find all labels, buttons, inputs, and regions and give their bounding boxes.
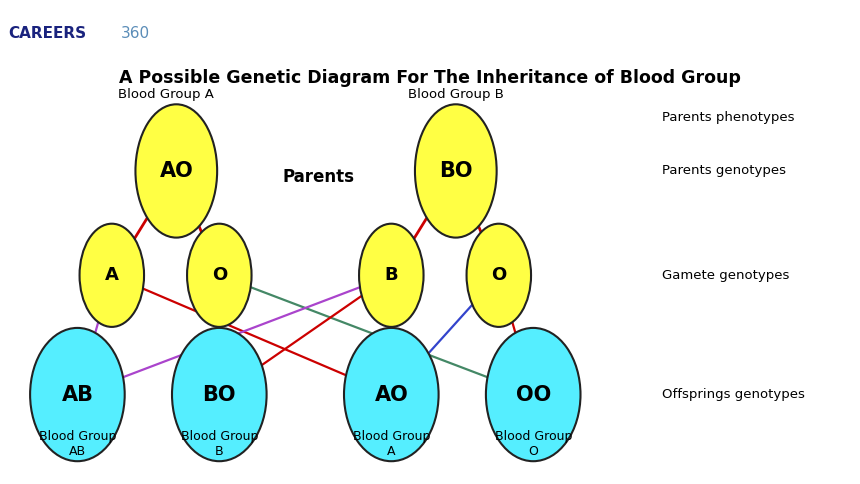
Ellipse shape bbox=[359, 224, 423, 327]
Text: BO: BO bbox=[203, 385, 236, 405]
Ellipse shape bbox=[135, 104, 217, 238]
Text: Blood Group B: Blood Group B bbox=[408, 88, 504, 101]
Text: O: O bbox=[212, 266, 227, 284]
Text: Gamete genotypes: Gamete genotypes bbox=[662, 269, 789, 282]
Ellipse shape bbox=[344, 328, 439, 461]
Text: Blood Group A: Blood Group A bbox=[118, 88, 214, 101]
Text: Blood Group
A: Blood Group A bbox=[353, 430, 430, 458]
Ellipse shape bbox=[172, 328, 267, 461]
Text: Blood Group
B: Blood Group B bbox=[181, 430, 258, 458]
Text: OO: OO bbox=[516, 385, 550, 405]
Text: Blood Group
AB: Blood Group AB bbox=[39, 430, 116, 458]
Text: A Possible Genetic Diagram For The Inheritance of Blood Group: A Possible Genetic Diagram For The Inher… bbox=[119, 69, 741, 87]
Text: CAREERS: CAREERS bbox=[9, 27, 87, 41]
Ellipse shape bbox=[466, 224, 531, 327]
Text: Parents: Parents bbox=[282, 168, 354, 186]
Text: 360: 360 bbox=[120, 27, 150, 41]
Text: BO: BO bbox=[439, 161, 472, 181]
Ellipse shape bbox=[486, 328, 580, 461]
Text: AO: AO bbox=[159, 161, 194, 181]
Text: A: A bbox=[105, 266, 119, 284]
Ellipse shape bbox=[79, 224, 144, 327]
Text: Parents genotypes: Parents genotypes bbox=[662, 165, 786, 178]
Text: Parents phenotypes: Parents phenotypes bbox=[662, 111, 795, 124]
Text: B: B bbox=[384, 266, 398, 284]
Text: Blood Group
O: Blood Group O bbox=[494, 430, 572, 458]
Ellipse shape bbox=[30, 328, 125, 461]
Ellipse shape bbox=[415, 104, 497, 238]
Text: AO: AO bbox=[374, 385, 408, 405]
Text: Offsprings genotypes: Offsprings genotypes bbox=[662, 388, 805, 401]
Text: O: O bbox=[491, 266, 507, 284]
Text: AB: AB bbox=[61, 385, 94, 405]
Ellipse shape bbox=[187, 224, 251, 327]
